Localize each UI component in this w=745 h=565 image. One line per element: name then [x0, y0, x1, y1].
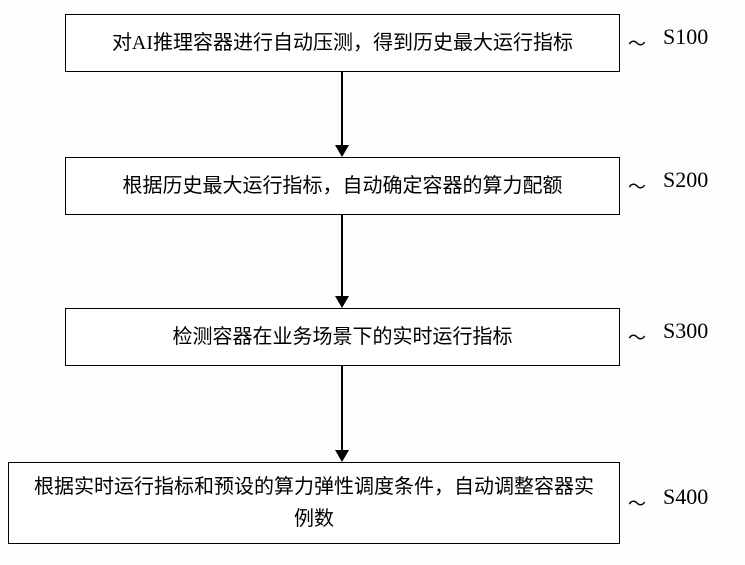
flow-node-s400: 根据实时运行指标和预设的算力弹性调度条件，自动调整容器实例数: [8, 462, 620, 544]
node-text: 对AI推理容器进行自动压测，得到历史最大运行指标: [112, 27, 573, 59]
connector-s200: 〜: [628, 173, 646, 199]
connector-s100: 〜: [628, 30, 646, 56]
step-label-s400: S400: [663, 484, 708, 510]
flowchart-container: 对AI推理容器进行自动压测，得到历史最大运行指标 〜 S100 根据历史最大运行…: [0, 0, 745, 565]
connector-s400: 〜: [628, 490, 646, 516]
step-label-s100: S100: [663, 24, 708, 50]
node-text: 检测容器在业务场景下的实时运行指标: [173, 321, 513, 353]
step-label-s300: S300: [663, 318, 708, 344]
flow-node-s200: 根据历史最大运行指标，自动确定容器的算力配额: [65, 157, 620, 215]
flow-node-s100: 对AI推理容器进行自动压测，得到历史最大运行指标: [65, 14, 620, 72]
node-text: 根据实时运行指标和预设的算力弹性调度条件，自动调整容器实例数: [27, 471, 601, 535]
connector-s300: 〜: [628, 324, 646, 350]
node-text: 根据历史最大运行指标，自动确定容器的算力配额: [123, 170, 563, 202]
flow-node-s300: 检测容器在业务场景下的实时运行指标: [65, 308, 620, 366]
step-label-s200: S200: [663, 167, 708, 193]
